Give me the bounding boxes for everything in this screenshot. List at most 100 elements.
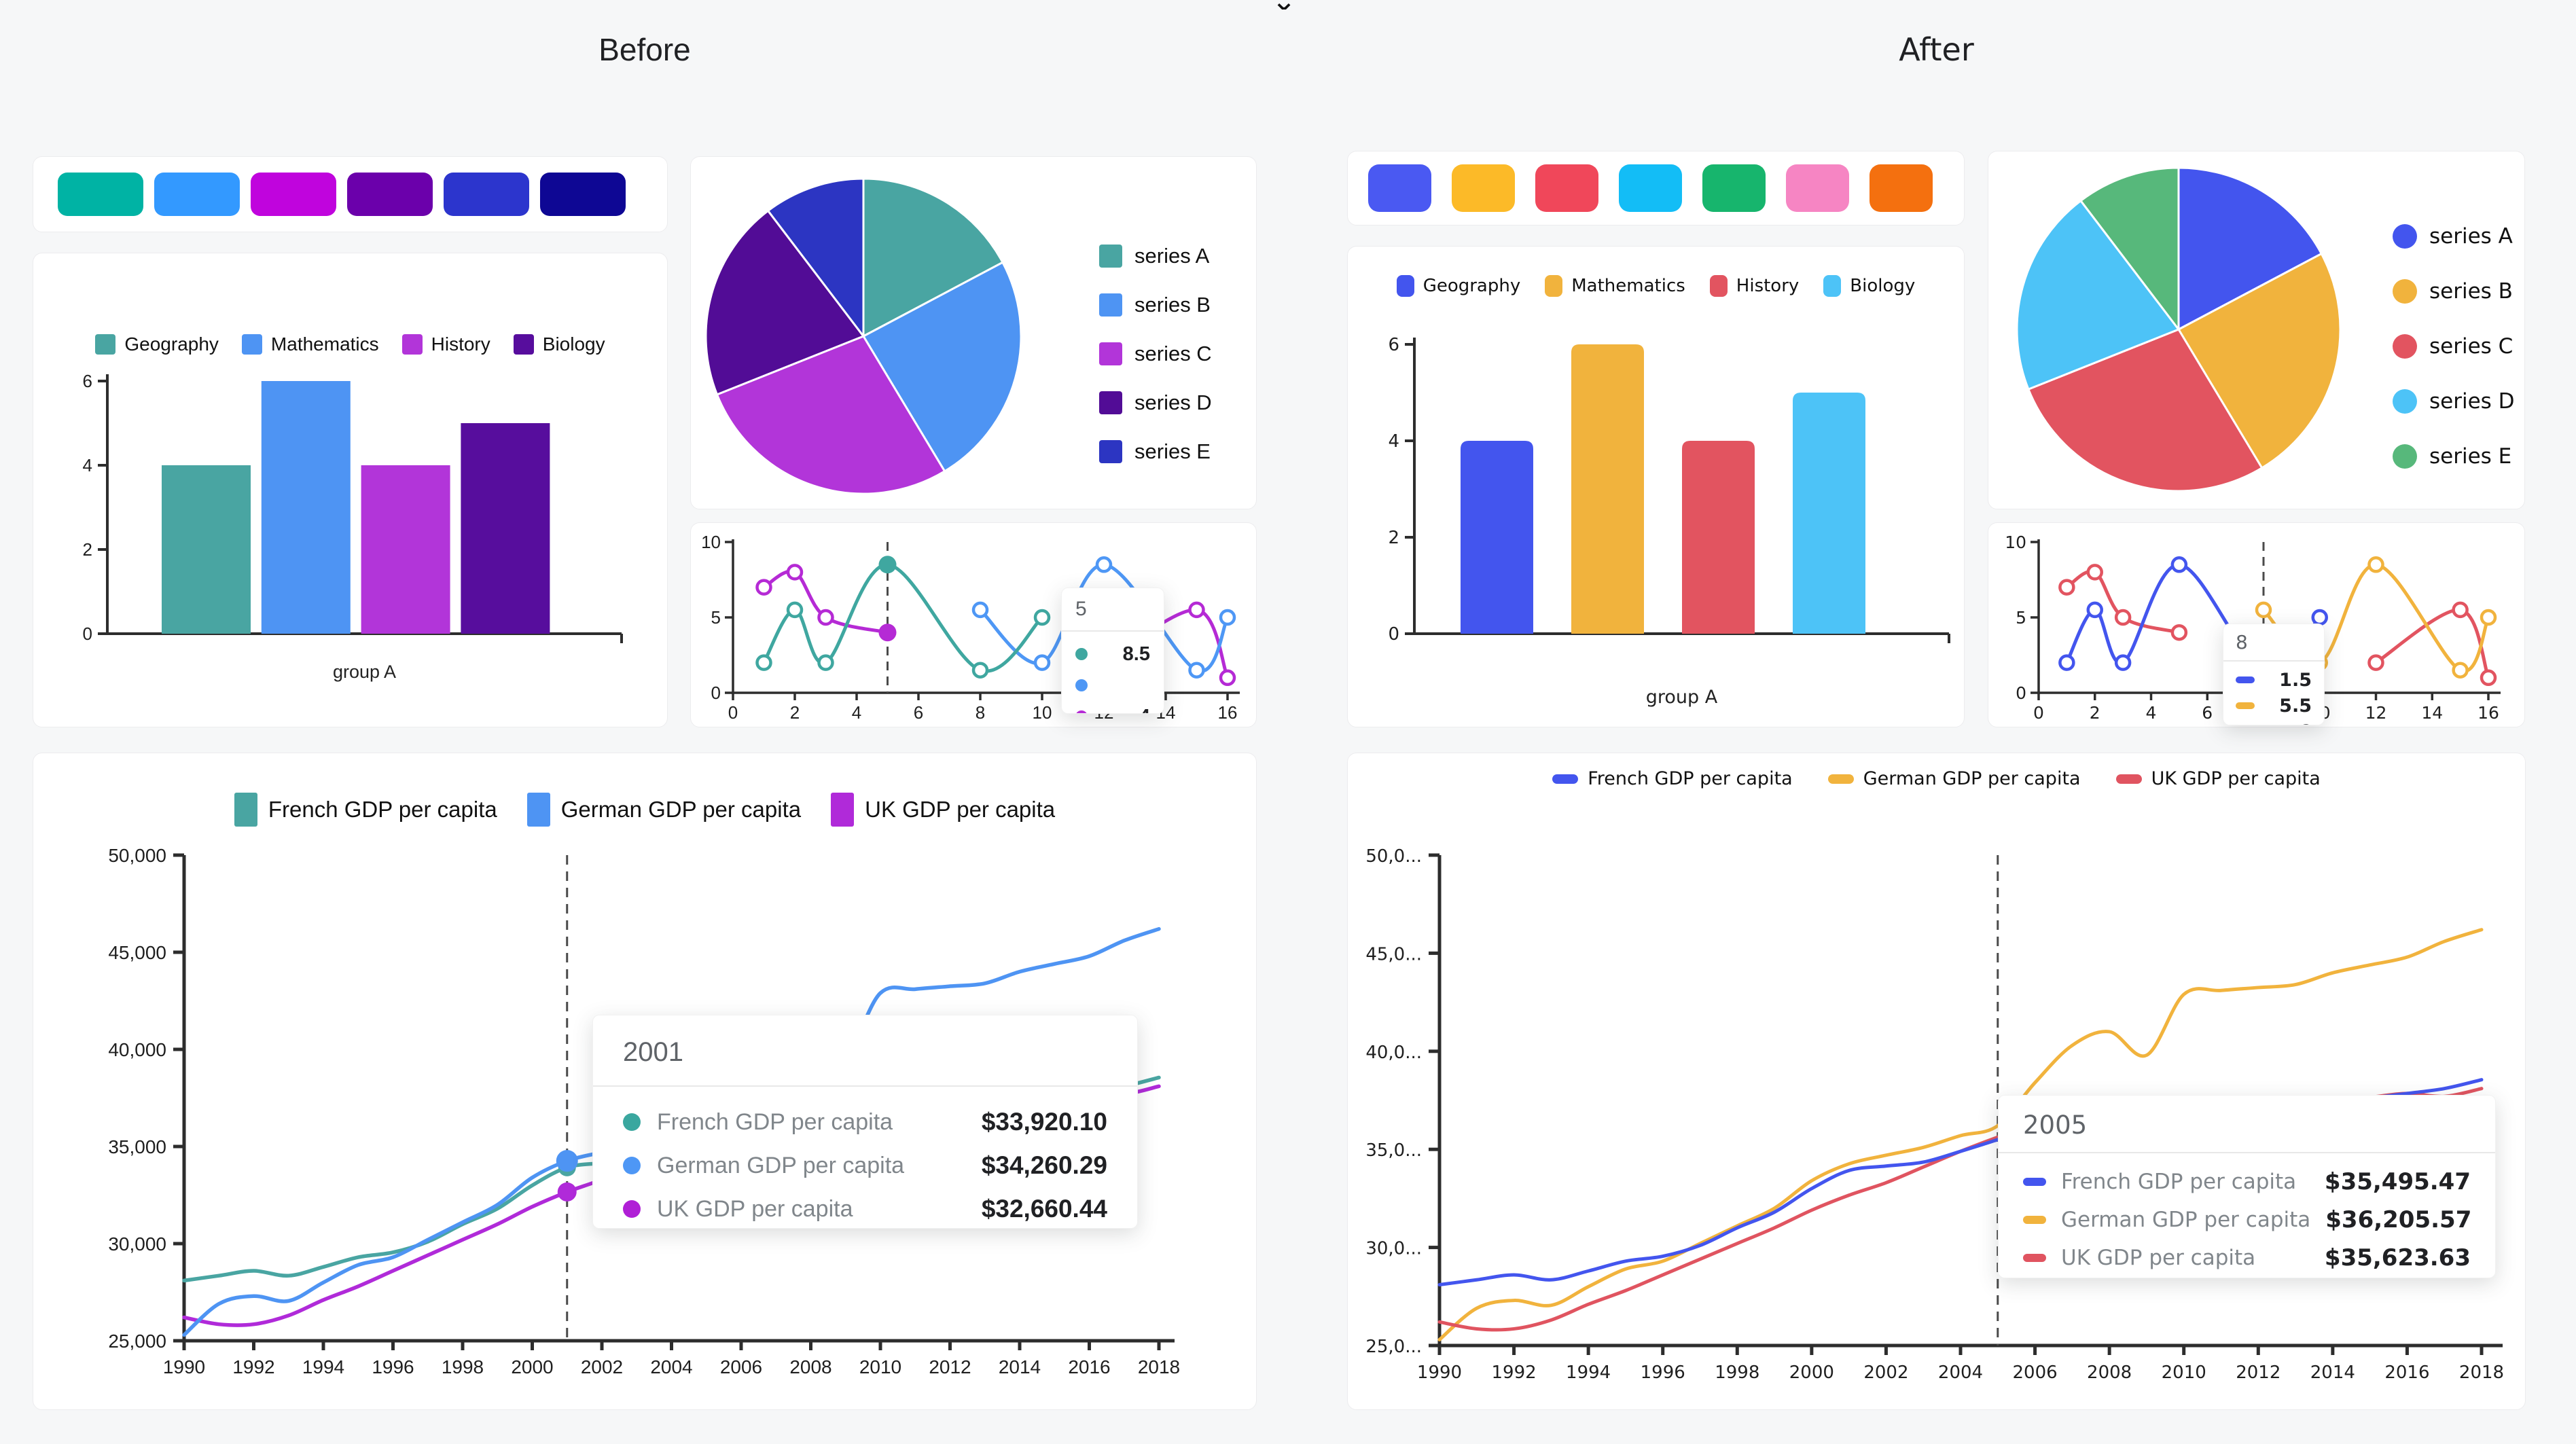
svg-text:0: 0: [1388, 624, 1399, 645]
legend-marker: [1099, 293, 1122, 317]
legend-item[interactable]: Mathematics: [1545, 275, 1685, 297]
legend-marker: [513, 334, 534, 355]
tooltip-header: 2005: [1999, 1096, 2495, 1153]
legend-item[interactable]: History: [401, 333, 490, 355]
pie-slice-series-D[interactable]: [2016, 199, 2181, 391]
legend-item[interactable]: French GDP per capita: [1552, 768, 1793, 789]
legend-item[interactable]: series D: [2393, 374, 2515, 429]
gdp-line-chart[interactable]: 25,0... 30,0... 35,0... 40,0... 45,0... 50,0.…: [1348, 753, 2526, 1411]
pie-slice-series-A[interactable]: [2177, 166, 2323, 331]
pie-chart[interactable]: [691, 157, 1257, 510]
legend-marker: [2023, 1178, 2046, 1186]
legend-item[interactable]: Biology: [1823, 275, 1915, 297]
svg-text:2010: 2010: [859, 1356, 901, 1377]
legend-item[interactable]: Biology: [513, 333, 605, 355]
bar-mathematics[interactable]: [1571, 344, 1644, 634]
gdp-chart-card-before: French GDP per capita German GDP per capi…: [33, 753, 1257, 1410]
legend-item-label: series A: [2429, 223, 2513, 249]
data-point: [817, 609, 834, 626]
pie-slice-series-D[interactable]: [704, 209, 865, 396]
legend-item[interactable]: Mathematics: [241, 333, 379, 355]
legend-item[interactable]: series B: [2393, 264, 2515, 319]
svg-text:2006: 2006: [2012, 1362, 2057, 1383]
svg-text:2016: 2016: [1068, 1356, 1110, 1377]
chart-tooltip: 2005 French GDP per capita $35,495.47 Germa…: [1998, 1095, 2496, 1278]
bar-biology[interactable]: [1793, 393, 1865, 634]
line-german-gdp-per-capita[interactable]: [1437, 928, 2484, 1341]
pie-slice-series-B[interactable]: [861, 261, 1022, 473]
pie-chart[interactable]: [1988, 151, 2526, 510]
bar-mathematics[interactable]: [261, 381, 351, 634]
bar-history[interactable]: [361, 465, 450, 634]
legend-marker: [1099, 342, 1122, 365]
data-point: [2480, 609, 2497, 626]
tooltip-value: 1.5: [2279, 669, 2312, 691]
tooltip-value: $34,260.29: [981, 1151, 1107, 1179]
pie-chart-card-before: series A series B series C series D series E: [690, 156, 1257, 509]
pie-slice-series-C[interactable]: [2026, 328, 2264, 492]
legend-marker: [1827, 774, 1854, 784]
legend-item[interactable]: French GDP per capita: [234, 793, 497, 827]
svg-text:2012: 2012: [929, 1356, 971, 1377]
line-chart[interactable]: 05100246810121416: [691, 523, 1257, 728]
data-point: [1033, 654, 1051, 671]
legend-item[interactable]: History: [1709, 275, 1799, 297]
pie-slice-series-C[interactable]: [715, 335, 946, 495]
data-line[interactable]: [762, 562, 1044, 673]
legend-item[interactable]: Geography: [1396, 275, 1521, 297]
pie-slice-series-B[interactable]: [2177, 252, 2342, 469]
svg-text:2: 2: [1388, 528, 1399, 548]
bar-biology[interactable]: [461, 423, 550, 634]
pie-slice-series-E[interactable]: [766, 177, 865, 340]
chart-tooltip: 58.54: [1061, 588, 1164, 714]
legend-marker: [2393, 223, 2417, 249]
bar-chart[interactable]: 0 2 4 6 group A: [1348, 247, 1965, 728]
legend-item[interactable]: series D: [1099, 378, 1212, 427]
svg-text:1992: 1992: [1491, 1362, 1536, 1383]
legend-item[interactable]: series E: [1099, 427, 1212, 476]
svg-text:50,0...: 50,0...: [1365, 846, 1422, 867]
svg-text:30,000: 30,000: [108, 1233, 166, 1255]
legend-marker: [2393, 444, 2417, 469]
legend-item[interactable]: German GDP per capita: [1827, 768, 2081, 789]
svg-text:0: 0: [2016, 683, 2026, 703]
bar-geography[interactable]: [1461, 441, 1533, 634]
svg-text:2014: 2014: [999, 1356, 1041, 1377]
legend-item-label: Mathematics: [1571, 276, 1685, 296]
legend-item[interactable]: series C: [2393, 319, 2515, 374]
legend-item-label: Geography: [124, 333, 219, 355]
svg-text:1992: 1992: [232, 1356, 274, 1377]
palette-swatch: [251, 173, 336, 216]
svg-text:35,0...: 35,0...: [1365, 1140, 1422, 1161]
highlighted-data-point: [878, 624, 897, 642]
pie-slice-series-E[interactable]: [2079, 166, 2180, 333]
legend-item[interactable]: German GDP per capita: [526, 793, 801, 827]
data-point: [1033, 609, 1051, 626]
legend-item[interactable]: series E: [2393, 429, 2515, 484]
legend-item[interactable]: UK GDP per capita: [831, 793, 1055, 827]
svg-text:2: 2: [790, 702, 800, 723]
svg-text:50,000: 50,000: [108, 845, 166, 866]
svg-text:1996: 1996: [1641, 1362, 1685, 1383]
svg-text:2008: 2008: [2087, 1362, 2132, 1383]
bar-history[interactable]: [1682, 441, 1755, 634]
data-point: [2311, 609, 2328, 626]
legend-item-label: Mathematics: [270, 333, 379, 355]
bar-chart[interactable]: 0 2 4 6 group A: [33, 253, 668, 728]
legend-item[interactable]: Geography: [95, 333, 219, 355]
data-line[interactable]: [2064, 569, 2181, 634]
legend-marker: [1099, 245, 1122, 268]
pie-slice-series-A[interactable]: [862, 177, 1005, 338]
bar-geography[interactable]: [162, 465, 251, 634]
svg-text:2012: 2012: [2236, 1362, 2280, 1383]
data-line[interactable]: [762, 569, 889, 634]
palette-swatch: [1870, 164, 1933, 212]
legend-item[interactable]: series B: [1099, 281, 1212, 329]
legend-item-label: Geography: [1423, 276, 1521, 296]
legend-item[interactable]: series A: [1099, 232, 1212, 281]
tooltip-header: 5: [1062, 588, 1164, 632]
panel-title-after: After: [1899, 31, 1974, 68]
legend-item[interactable]: series C: [1099, 329, 1212, 378]
legend-item[interactable]: series A: [2393, 209, 2515, 264]
legend-item[interactable]: UK GDP per capita: [2115, 768, 2321, 789]
